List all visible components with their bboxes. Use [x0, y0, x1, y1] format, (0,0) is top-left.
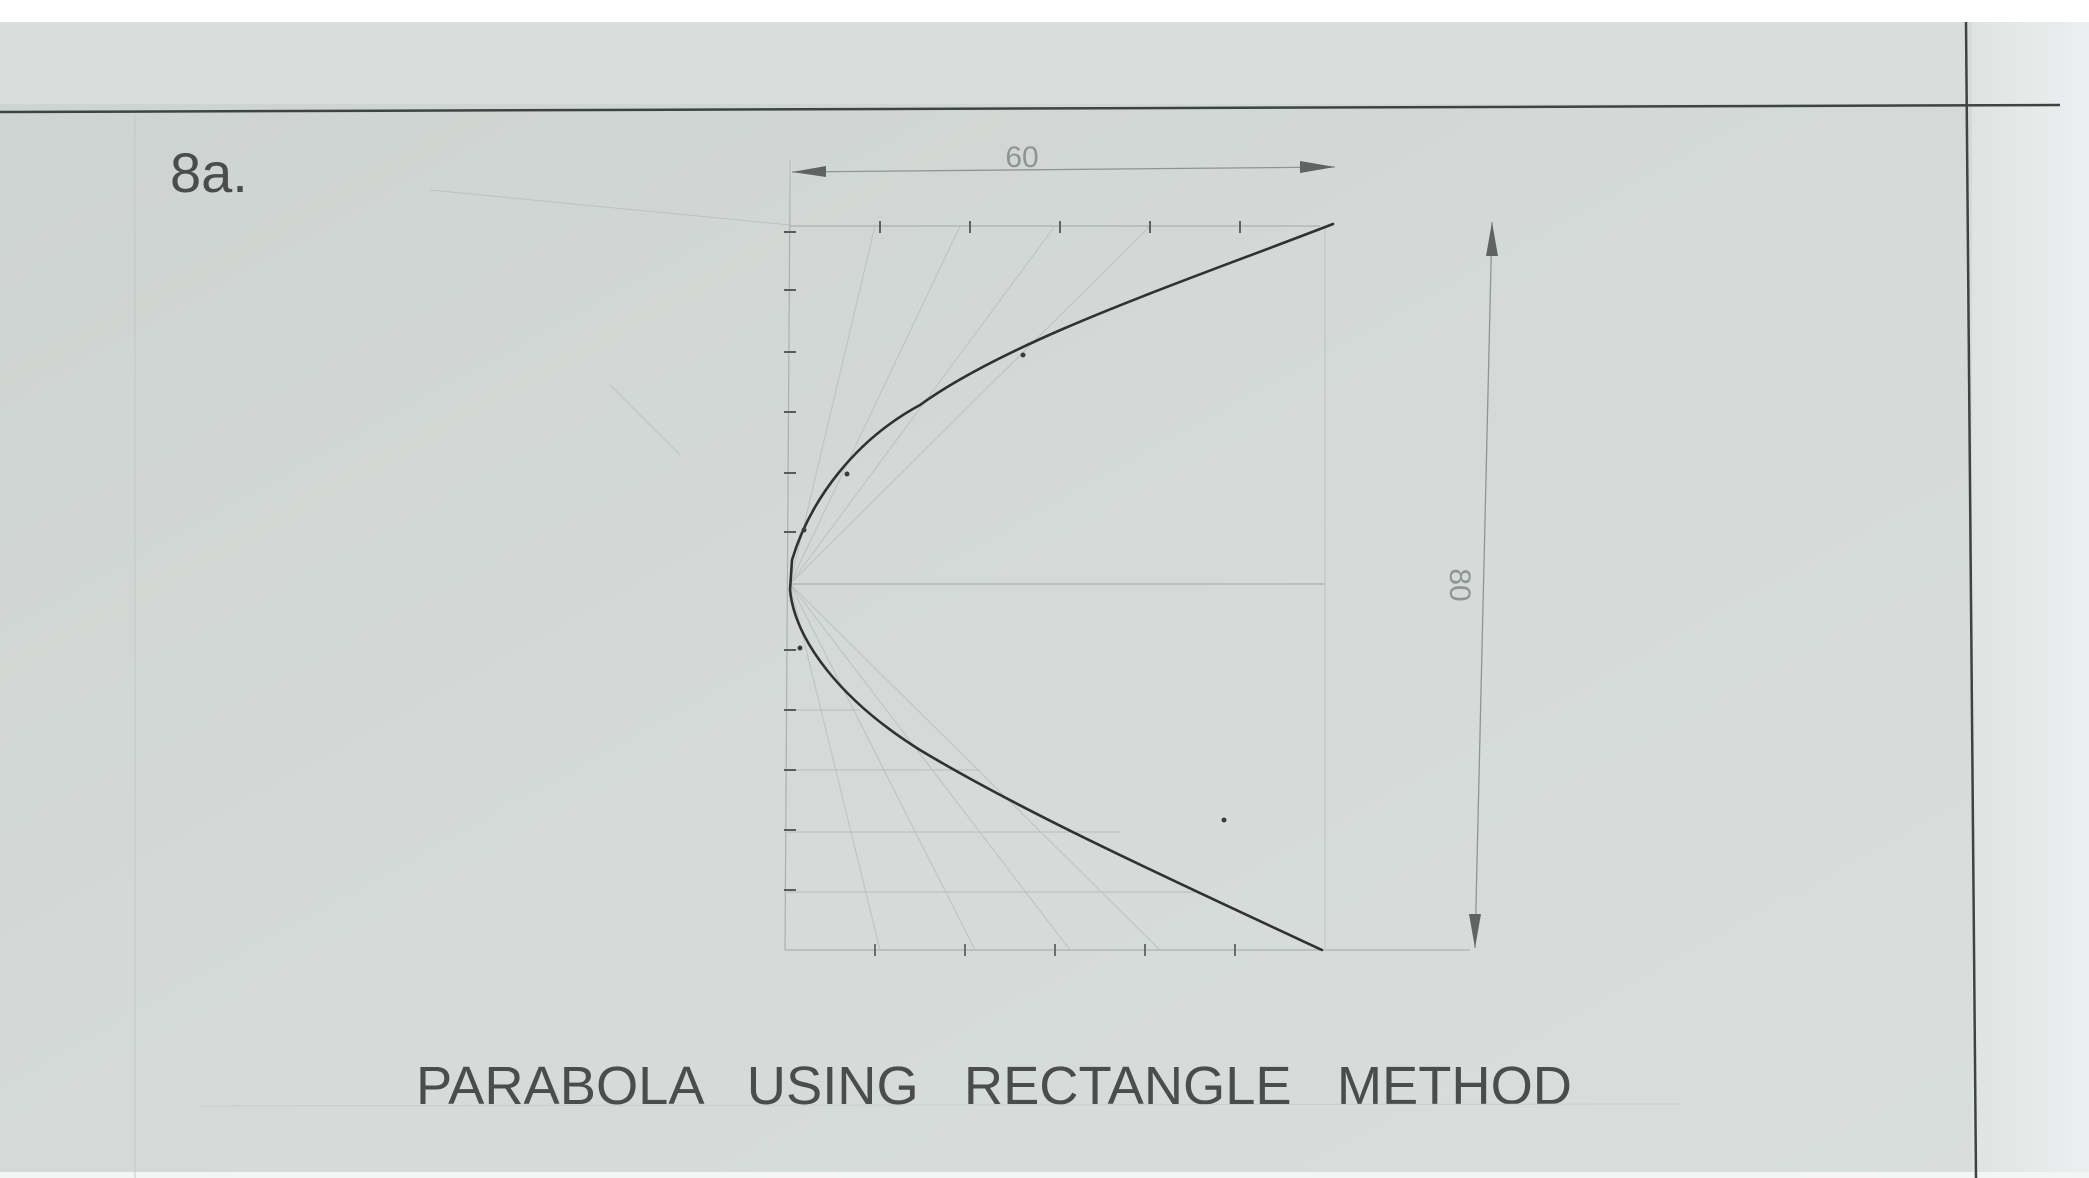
top-tick-marks [879, 221, 1241, 233]
division-lines [785, 709, 1200, 893]
construction-rectangle [784, 179, 1470, 951]
paper-background [0, 22, 2089, 1178]
bottom-tick-marks [874, 944, 1236, 956]
top-border-line [0, 103, 2061, 114]
parabola-curve [788, 222, 1335, 952]
paper-right-edge [1972, 22, 2089, 1178]
dimension-width-label: 60 [1005, 141, 1038, 174]
curve-points [797, 352, 1227, 823]
height-dimension [1469, 221, 1498, 949]
construction-rays [429, 189, 1161, 951]
drawing-title: PARABOLA USING RECTANGLE METHOD [416, 1056, 1572, 1116]
exercise-label: 8a. [170, 141, 248, 204]
right-border-line [1964, 21, 1978, 1178]
dimension-height-label: 80 [1443, 568, 1476, 601]
title-guide-line [199, 1103, 1681, 1107]
axis-tick-marks [784, 231, 796, 891]
width-dimension [789, 160, 1336, 230]
paper-top-edge [0, 22, 2089, 104]
paper-bottom-band [0, 1172, 2089, 1178]
